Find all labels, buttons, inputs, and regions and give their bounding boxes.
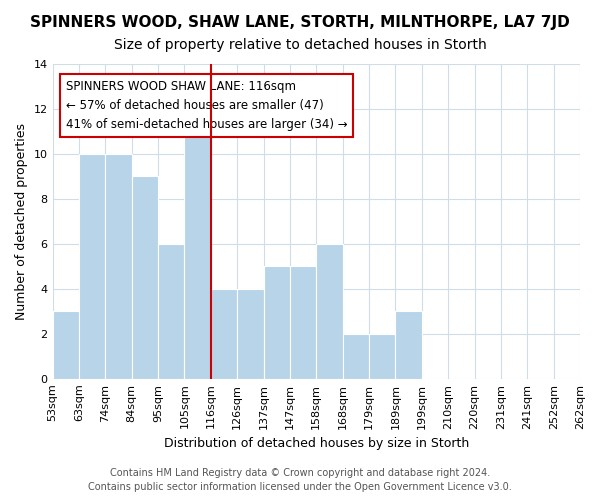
Bar	[105, 154, 131, 379]
Bar	[343, 334, 369, 379]
Bar	[131, 176, 158, 379]
Bar	[158, 244, 184, 379]
Bar	[237, 289, 263, 379]
Bar	[184, 109, 211, 379]
Text: Contains HM Land Registry data © Crown copyright and database right 2024.
Contai: Contains HM Land Registry data © Crown c…	[88, 468, 512, 492]
Bar	[263, 266, 290, 379]
Bar	[316, 244, 343, 379]
Bar	[211, 289, 237, 379]
Bar	[79, 154, 105, 379]
Text: SPINNERS WOOD, SHAW LANE, STORTH, MILNTHORPE, LA7 7JD: SPINNERS WOOD, SHAW LANE, STORTH, MILNTH…	[30, 15, 570, 30]
Bar	[369, 334, 395, 379]
Text: Size of property relative to detached houses in Storth: Size of property relative to detached ho…	[113, 38, 487, 52]
Y-axis label: Number of detached properties: Number of detached properties	[15, 123, 28, 320]
X-axis label: Distribution of detached houses by size in Storth: Distribution of detached houses by size …	[164, 437, 469, 450]
Text: SPINNERS WOOD SHAW LANE: 116sqm
← 57% of detached houses are smaller (47)
41% of: SPINNERS WOOD SHAW LANE: 116sqm ← 57% of…	[66, 80, 347, 130]
Bar	[395, 312, 422, 379]
Bar	[290, 266, 316, 379]
Bar	[53, 312, 79, 379]
